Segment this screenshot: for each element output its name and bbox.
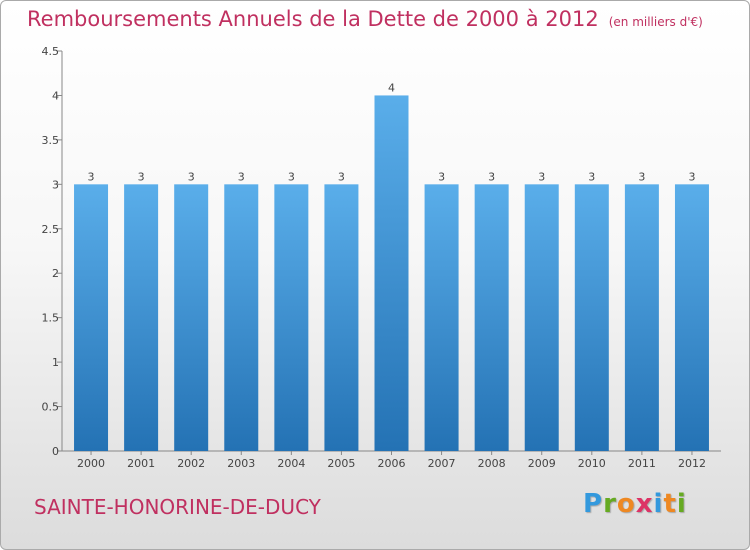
logo-letter: i <box>653 489 664 519</box>
x-tick-label: 2000 <box>77 457 105 470</box>
x-tick-label: 2012 <box>678 457 706 470</box>
data-label: 3 <box>688 170 695 183</box>
data-label: 3 <box>288 170 295 183</box>
logo-letter: t <box>663 489 677 519</box>
logo-letter: r <box>603 489 617 519</box>
logo-letter: P <box>583 489 604 519</box>
x-tick-label: 2010 <box>578 457 606 470</box>
data-label: 3 <box>338 170 345 183</box>
logo-letter: i <box>676 489 687 519</box>
y-tick-label: 1 <box>52 356 59 369</box>
bar <box>274 184 309 452</box>
data-label: 3 <box>488 170 495 183</box>
y-tick-label: 0 <box>52 445 59 458</box>
bar <box>124 184 159 452</box>
bar <box>174 184 209 452</box>
data-label: 3 <box>438 170 445 183</box>
bar <box>624 184 659 452</box>
bar <box>674 184 709 452</box>
data-label: 3 <box>588 170 595 183</box>
x-tick-label: 2001 <box>127 457 155 470</box>
y-tick-label: 0.5 <box>42 401 60 414</box>
chart-title: Remboursements Annuels de la Dette de 20… <box>27 7 703 31</box>
proxiti-logo: Proxiti <box>583 489 687 519</box>
x-tick-label: 2004 <box>277 457 305 470</box>
x-tick-label: 2006 <box>378 457 406 470</box>
y-tick-label: 3 <box>52 178 59 191</box>
bar <box>224 184 259 452</box>
y-tick-label: 4.5 <box>42 45 60 58</box>
bar <box>474 184 509 452</box>
bar <box>424 184 459 452</box>
bar <box>524 184 559 452</box>
y-tick-label: 3.5 <box>42 134 60 147</box>
data-label: 3 <box>638 170 645 183</box>
x-tick-label: 2007 <box>428 457 456 470</box>
y-tick-label: 2.5 <box>42 223 60 236</box>
x-tick-label: 2005 <box>327 457 355 470</box>
y-tick-label: 2 <box>52 267 59 280</box>
logo-letter: x <box>635 489 654 519</box>
x-tick-label: 2002 <box>177 457 205 470</box>
data-label: 3 <box>188 170 195 183</box>
data-label: 3 <box>138 170 145 183</box>
bar <box>374 95 409 451</box>
logo-letter: o <box>616 489 636 519</box>
bar <box>74 184 109 452</box>
title-text: Remboursements Annuels de la Dette de 20… <box>27 7 599 31</box>
y-tick-label: 4 <box>52 89 59 102</box>
x-tick-label: 2009 <box>528 457 556 470</box>
data-label: 4 <box>388 81 395 94</box>
data-label: 3 <box>238 170 245 183</box>
unit-label: (en milliers d'€) <box>608 15 703 29</box>
data-label: 3 <box>88 170 95 183</box>
commune-name: SAINTE-HONORINE-DE-DUCY <box>34 495 321 519</box>
bar <box>574 184 609 452</box>
bar <box>324 184 359 452</box>
data-label: 3 <box>538 170 545 183</box>
x-tick-label: 2003 <box>227 457 255 470</box>
x-tick-label: 2011 <box>628 457 656 470</box>
x-tick-label: 2008 <box>478 457 506 470</box>
y-tick-label: 1.5 <box>42 312 60 325</box>
